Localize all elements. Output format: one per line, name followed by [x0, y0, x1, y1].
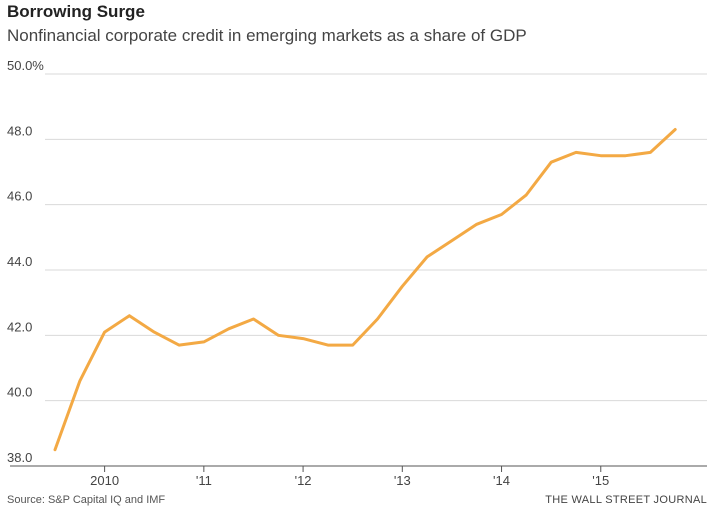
y-tick-label: 44.0 — [7, 254, 32, 269]
x-tick-label: '11 — [196, 473, 212, 488]
x-axis-ticks: 2010 '11 '12 '13 '14 '15 — [90, 466, 609, 488]
y-tick-label: 42.0 — [7, 319, 32, 334]
y-tick-label: 46.0 — [7, 189, 32, 204]
series-line — [53, 128, 677, 452]
y-tick-label: 38.0 — [7, 450, 32, 465]
chart-title: Borrowing Surge — [7, 2, 145, 21]
x-tick-label: 2010 — [90, 473, 119, 488]
chart-subtitle: Nonfinancial corporate credit in emergin… — [7, 26, 527, 45]
y-tick-label: 48.0 — [7, 123, 32, 138]
x-tick-label: '12 — [295, 473, 312, 488]
x-tick-label: '13 — [394, 473, 411, 488]
y-tick-label: 40.0 — [7, 385, 32, 400]
gridlines — [45, 73, 707, 402]
series — [53, 128, 677, 452]
publisher-credit: THE WALL STREET JOURNAL — [545, 494, 707, 506]
x-tick-label: '14 — [493, 473, 510, 488]
y-tick-label: 50.0% — [7, 58, 44, 73]
y-axis-ticks: 50.0% 48.0 46.0 44.0 42.0 40.0 38.0 — [7, 58, 44, 465]
x-tick-label: '15 — [592, 473, 609, 488]
source-note: Source: S&P Capital IQ and IMF — [7, 494, 166, 506]
